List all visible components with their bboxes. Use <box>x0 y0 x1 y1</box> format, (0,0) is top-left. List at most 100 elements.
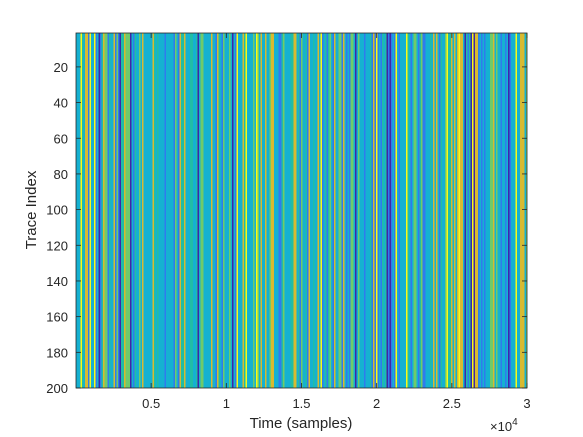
heatmap-stripe <box>284 33 287 388</box>
heatmap-stripe <box>242 33 245 388</box>
heatmap-stripe <box>218 33 221 388</box>
y-tick-label: 80 <box>54 167 68 182</box>
heatmap-stripe <box>188 33 191 388</box>
heatmap-stripe <box>335 33 338 388</box>
heatmap-stripe <box>511 33 513 388</box>
heatmap-stripe <box>323 33 326 388</box>
heatmap-stripe <box>82 33 84 388</box>
heatmap-stripe <box>353 33 356 388</box>
heatmap-stripe <box>275 33 278 388</box>
heatmap-stripe <box>233 33 236 388</box>
heatmap-stripe <box>380 33 383 388</box>
heatmap-stripe <box>410 33 413 388</box>
heatmap-stripe <box>295 33 297 388</box>
heatmap-stripe <box>230 33 233 388</box>
heatmap-stripe <box>221 33 224 388</box>
heatmap-stripe <box>484 33 486 388</box>
heatmap-stripe <box>196 33 198 388</box>
heatmap-stripe <box>437 33 440 388</box>
heatmap-stripe <box>293 33 296 388</box>
heatmap-stripe <box>421 33 423 388</box>
heatmap-stripe <box>365 33 368 388</box>
heatmap-stripe <box>521 33 524 388</box>
heatmap-stripe <box>220 33 222 388</box>
heatmap-stripe <box>350 33 353 388</box>
heatmap-stripe <box>494 33 497 388</box>
heatmap-stripe <box>236 33 239 388</box>
heatmap-stripe <box>409 33 411 388</box>
heatmap-stripe <box>118 33 120 388</box>
y-tick-label: 160 <box>46 310 68 325</box>
heatmap-stripe <box>149 33 152 388</box>
heatmap-stripe <box>136 33 138 388</box>
heatmap-stripe <box>223 33 225 388</box>
heatmap-stripe <box>143 33 146 388</box>
heatmap-stripe <box>404 33 407 388</box>
heatmap-stripe <box>95 33 98 388</box>
heatmap-stripe <box>361 33 363 388</box>
y-tick-label: 40 <box>54 96 68 111</box>
heatmap-stripe <box>85 33 87 388</box>
heatmap-stripe <box>269 33 272 388</box>
heatmap-stripe <box>392 33 395 388</box>
heatmap-stripe <box>164 33 167 388</box>
heatmap-stripe <box>296 33 299 388</box>
heatmap-stripe <box>509 33 512 388</box>
heatmap-stripe <box>308 33 311 388</box>
heatmap-stripe <box>382 33 384 388</box>
heatmap-stripe <box>403 33 405 388</box>
heatmap-stripe <box>425 33 428 388</box>
heatmap-stripe <box>290 33 293 388</box>
heatmap-stripe <box>79 33 81 388</box>
heatmap-stripe <box>493 33 495 388</box>
heatmap-stripe <box>518 33 521 388</box>
heatmap-stripe <box>238 33 240 388</box>
heatmap-stripe <box>137 33 140 388</box>
heatmap-stripe <box>389 33 392 388</box>
heatmap-stripe <box>277 33 279 388</box>
heatmap-stripe <box>454 33 456 388</box>
heatmap-stripe <box>160 33 162 388</box>
heatmap-stripe <box>254 33 257 388</box>
heatmap-stripe <box>106 33 108 388</box>
heatmap-stripe <box>502 33 504 388</box>
heatmap-stripe <box>184 33 186 388</box>
heatmap-stripe <box>193 33 195 388</box>
heatmap-stripe <box>229 33 231 388</box>
heatmap-stripe <box>302 33 305 388</box>
heatmap-stripe <box>280 33 282 388</box>
heatmap-stripe <box>464 33 467 388</box>
heatmap-stripe <box>283 33 285 388</box>
heatmap-stripe <box>395 33 398 388</box>
heatmap-stripe <box>274 33 276 388</box>
heatmap-stripe <box>412 33 414 388</box>
heatmap-stripe <box>83 33 86 388</box>
heatmap-stripe <box>211 33 213 388</box>
heatmap-stripe <box>260 33 263 388</box>
heatmap-stripe <box>289 33 291 388</box>
x-tick-label: 2 <box>373 396 380 411</box>
heatmap-stripe <box>416 33 419 388</box>
heatmap-stripe <box>364 33 366 388</box>
heatmap-stripe <box>271 33 273 388</box>
heatmap-stripe <box>359 33 362 388</box>
heatmap-stripe <box>100 33 102 388</box>
heatmap-stripe <box>272 33 275 388</box>
heatmap-stripe <box>200 33 203 388</box>
heatmap-stripe <box>517 33 519 388</box>
heatmap-stripe <box>214 33 216 388</box>
x-exponent-power: 4 <box>512 417 518 428</box>
heatmap-stripe <box>442 33 444 388</box>
heatmap-stripe <box>452 33 455 388</box>
x-exponent-label: ×104 <box>490 417 518 434</box>
heatmap-stripe <box>142 33 144 388</box>
heatmap-stripe <box>467 33 470 388</box>
heatmap-stripe <box>265 33 267 388</box>
heatmap-stripe <box>346 33 348 388</box>
heatmap-stripe <box>356 33 359 388</box>
heatmap-stripe <box>371 33 374 388</box>
heatmap-stripe <box>157 33 159 388</box>
heatmap-stripe <box>379 33 381 388</box>
heatmap-stripe <box>460 33 462 388</box>
heatmap-stripe <box>103 33 105 388</box>
